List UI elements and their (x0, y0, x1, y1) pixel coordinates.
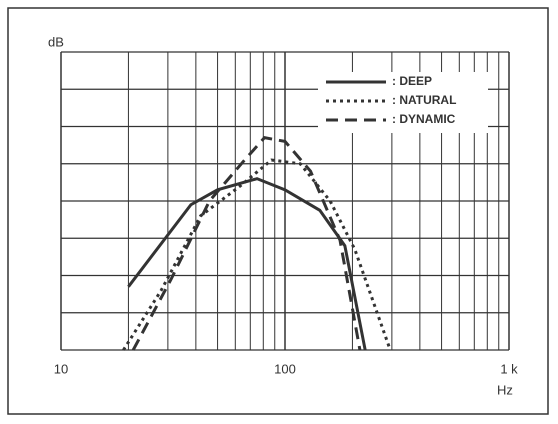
legend-label: : DYNAMIC (392, 112, 456, 126)
x-axis-label: Hz (497, 382, 513, 397)
x-tick-label: 1 k (500, 361, 518, 376)
line (131, 136, 362, 351)
x-tick-label: 10 (54, 361, 68, 376)
legend-label: : DEEP (392, 74, 432, 88)
frame (7, 7, 549, 415)
x-tick-label: 100 (274, 361, 296, 376)
y-axis-label: dB (48, 34, 64, 49)
legend-label: : NATURAL (392, 93, 456, 107)
line (122, 158, 392, 351)
